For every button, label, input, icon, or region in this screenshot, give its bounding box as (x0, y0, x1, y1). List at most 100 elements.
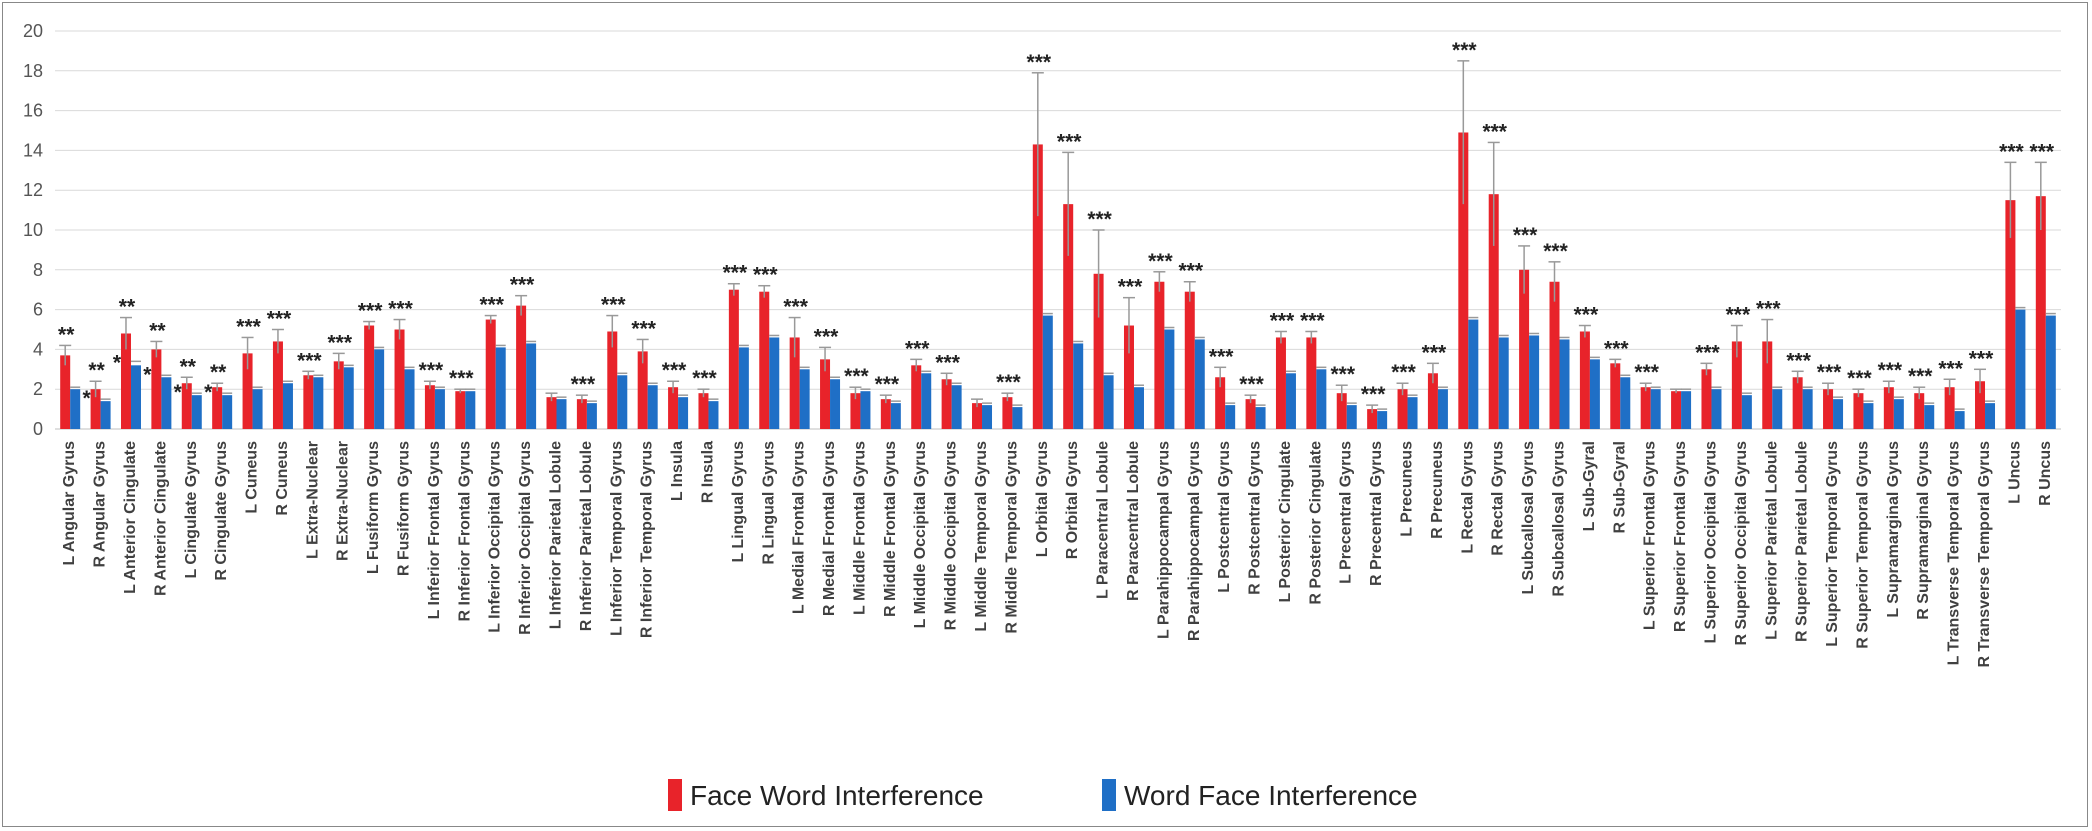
category-label: L Extra-Nuclear (304, 441, 321, 559)
bar-word-face (1529, 335, 1540, 429)
significance-marker: *** (1361, 383, 1386, 406)
bar-word-face (1833, 399, 1844, 429)
y-tick-label: 2 (33, 379, 43, 399)
category-label: R Orbital Gyrus (1064, 441, 1081, 559)
significance-marker: *** (1969, 347, 1994, 370)
category-label: L Precuneus (1399, 441, 1416, 537)
significance-marker: *** (1452, 39, 1477, 62)
significance-marker: *** (236, 315, 261, 338)
significance-marker: *** (449, 367, 474, 390)
bar-word-face (1133, 387, 1144, 429)
category-label: R Inferior Temporal Gyrus (639, 441, 656, 638)
legend-label-word-face: Word Face Interference (1124, 780, 1418, 811)
category-label: L Inferior Occipital Gyrus (487, 441, 504, 633)
category-label: L Lingual Gyrus (730, 441, 747, 563)
significance-marker: *** (1239, 373, 1264, 396)
category-label: R Extra-Nuclear (335, 441, 352, 561)
significance-marker: *** (388, 298, 413, 321)
bar-word-face (738, 347, 749, 429)
category-label: R Insula (699, 441, 716, 503)
bar-word-face (1316, 369, 1327, 429)
significance-marker: *** (1634, 361, 1659, 384)
bar-face-word (1215, 377, 1226, 429)
bar-face-word (364, 325, 375, 429)
bar-word-face (2015, 309, 2026, 429)
bar-word-face (951, 385, 962, 429)
bar-word-face (1985, 403, 1996, 429)
category-label: R Inferior Occipital Gyrus (517, 441, 534, 635)
significance-marker: *** (844, 365, 869, 388)
bar-face-word (728, 289, 739, 429)
bar-word-face (556, 399, 567, 429)
significance-markers: *********** ********* ************ ****** **… (58, 39, 2055, 410)
legend-swatch-word-face (1102, 779, 1116, 811)
category-label: L Transverse Temporal Gyrus (1946, 441, 1963, 666)
significance-marker: *** (692, 367, 717, 390)
y-tick-label: 18 (23, 61, 43, 81)
bar-face-word (2005, 200, 2016, 429)
bar-face-word (972, 403, 983, 429)
category-label: L Subcallosal Gyrus (1520, 441, 1537, 595)
y-tick-label: 6 (33, 300, 43, 320)
category-label: R Angular Gyrus (92, 441, 109, 568)
bar-word-face (678, 397, 689, 429)
significance-marker: *** (1422, 341, 1447, 364)
bar-word-face (982, 405, 993, 429)
bar-face-word (485, 319, 496, 429)
category-label: R Cuneus (274, 441, 291, 516)
significance-marker: *** (631, 317, 656, 340)
bar-word-face (191, 395, 202, 429)
bar-word-face (1589, 359, 1600, 429)
category-label: R Superior Parietal Lobule (1794, 441, 1811, 642)
significance-marker: *** (814, 325, 839, 348)
bar-word-face (1103, 375, 1114, 429)
bar-face-word (1184, 291, 1195, 429)
bar-face-word (424, 385, 435, 429)
category-label: R Supramarginal Gyrus (1915, 441, 1932, 620)
bar-face-word (1701, 369, 1712, 429)
category-label: L Insula (669, 441, 686, 501)
bar-word-face (586, 403, 597, 429)
bar-word-face (222, 395, 233, 429)
bar-face-word (455, 391, 466, 429)
bar-word-face (1863, 403, 1874, 429)
significance-marker: *** (905, 337, 930, 360)
bar-face-word (1245, 399, 1256, 429)
significance-marker: ** (119, 296, 136, 319)
significance-marker: ** (149, 319, 166, 342)
bar-word-face (465, 391, 476, 429)
category-label: R Parahippocampal Gyrus (1186, 441, 1203, 641)
bar-face-word (1275, 337, 1286, 429)
bar-word-face (1893, 399, 1904, 429)
bar-face-word (60, 355, 71, 429)
significance-marker: *** (783, 296, 808, 319)
bar-word-face (1346, 405, 1357, 429)
bar-face-word (1154, 281, 1165, 429)
category-label: R Rectal Gyrus (1490, 441, 1507, 556)
significance-marker: *** (1574, 304, 1599, 327)
significance-marker: *** (1391, 361, 1416, 384)
significance-marker-secondary: * (143, 363, 152, 386)
bar-face-word (1792, 377, 1803, 429)
bar-word-face (1924, 405, 1935, 429)
category-label: L Posterior Cingulate (1277, 441, 1294, 603)
category-label: L Anterior Cingulate (122, 441, 139, 594)
significance-marker-secondary: * (82, 387, 91, 410)
bar-word-face (434, 389, 445, 429)
category-label: L Rectal Gyrus (1459, 441, 1476, 554)
bar-face-word (911, 365, 922, 429)
significance-marker: *** (479, 294, 504, 317)
category-label: R Postcentral Gyrus (1247, 441, 1264, 595)
category-label: L Uncus (2006, 441, 2023, 504)
significance-marker: *** (358, 300, 383, 323)
category-label: L Postcentral Gyrus (1216, 441, 1233, 593)
significance-marker-secondary: * (204, 381, 213, 404)
bar-face-word (880, 399, 891, 429)
bar-face-word (333, 361, 344, 429)
bar-face-word (1427, 373, 1438, 429)
bar-face-word (1336, 393, 1347, 429)
category-label: L Inferior Parietal Lobule (548, 441, 565, 629)
significance-marker: *** (1148, 250, 1173, 273)
significance-marker: *** (1908, 365, 1933, 388)
